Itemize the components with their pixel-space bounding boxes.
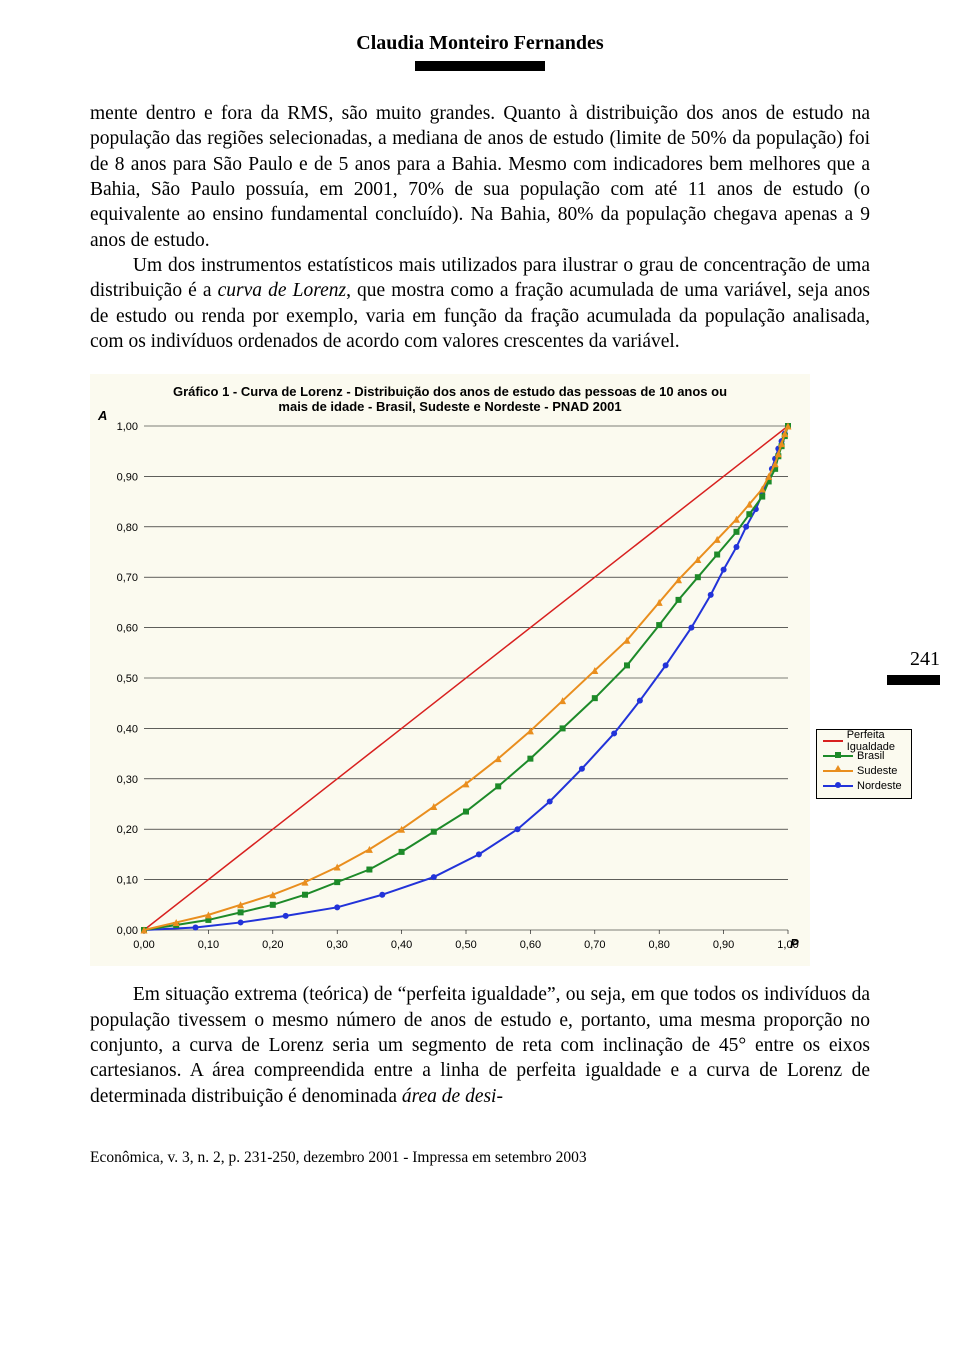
svg-text:0,40: 0,40 — [391, 939, 412, 951]
svg-text:0,90: 0,90 — [117, 472, 138, 484]
chart-title: Gráfico 1 - Curva de Lorenz - Distribuiç… — [100, 384, 800, 414]
paragraph-1: mente dentro e fora da RMS, são muito gr… — [90, 101, 870, 253]
header-rule — [415, 61, 545, 71]
svg-text:P: P — [790, 936, 799, 951]
svg-text:0,70: 0,70 — [584, 939, 605, 951]
svg-text:0,20: 0,20 — [262, 939, 283, 951]
svg-text:0,60: 0,60 — [117, 623, 138, 635]
svg-text:0,30: 0,30 — [117, 774, 138, 786]
svg-text:0,10: 0,10 — [198, 939, 219, 951]
svg-text:0,00: 0,00 — [133, 939, 154, 951]
svg-text:0,80: 0,80 — [117, 522, 138, 534]
author-name: Claudia Monteiro Fernandes — [90, 32, 870, 55]
svg-text:1,00: 1,00 — [117, 421, 138, 433]
svg-text:0,70: 0,70 — [117, 573, 138, 585]
paragraph-2: Um dos instrumentos estatísticos mais ut… — [90, 253, 870, 354]
chart-svg: 0,00 0,10 0,20 0,30 0,40 0,50 0,60 0,70 0,80 0,90… — [100, 420, 800, 960]
svg-text:0,60: 0,60 — [520, 939, 541, 951]
paragraph-3: Em situação extrema (teórica) de “perfei… — [90, 982, 870, 1109]
body-text-block-2: Em situação extrema (teórica) de “perfei… — [90, 982, 870, 1109]
body-text-block: mente dentro e fora da RMS, são muito gr… — [90, 101, 870, 354]
svg-text:0,50: 0,50 — [455, 939, 476, 951]
chart-legend: Perfeita IgualdadeBrasilSudesteNordeste — [816, 729, 912, 799]
svg-text:0,30: 0,30 — [326, 939, 347, 951]
svg-text:0,10: 0,10 — [117, 875, 138, 887]
svg-text:0,00: 0,00 — [117, 925, 138, 937]
svg-text:0,40: 0,40 — [117, 724, 138, 736]
svg-text:0,90: 0,90 — [713, 939, 734, 951]
svg-text:0,80: 0,80 — [648, 939, 669, 951]
page-number: 241 — [887, 648, 940, 685]
lorenz-chart: A Gráfico 1 - Curva de Lorenz - Distribu… — [90, 374, 870, 966]
footer-citation: Econômica, v. 3, n. 2, p. 231-250, dezem… — [90, 1149, 870, 1167]
svg-text:0,50: 0,50 — [117, 673, 138, 685]
svg-text:0,20: 0,20 — [117, 825, 138, 837]
y-axis-label: A — [98, 408, 107, 423]
